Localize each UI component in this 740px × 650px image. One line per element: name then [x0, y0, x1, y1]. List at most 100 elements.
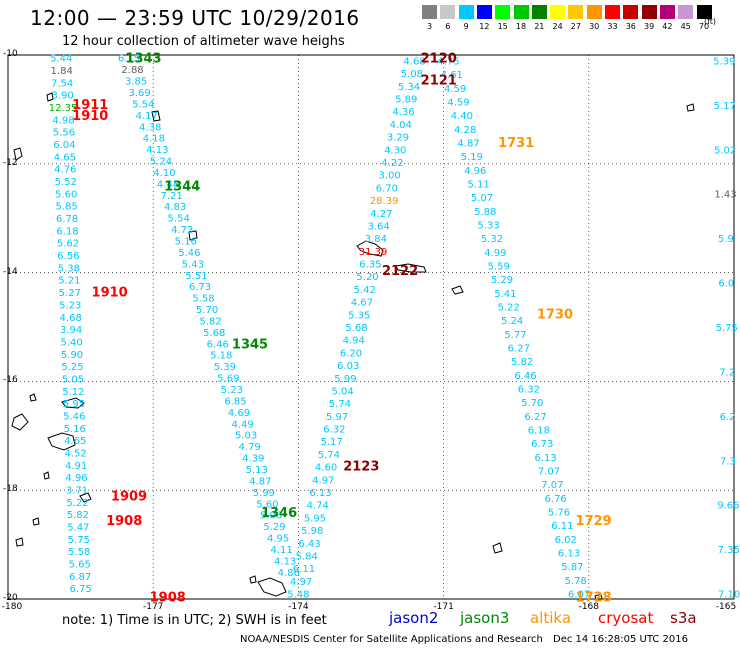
pass-time-label: 1911 [72, 98, 108, 113]
legend-label: 9 [463, 22, 469, 31]
swh-value: 5.43 [182, 259, 204, 270]
legend-swatch [422, 5, 437, 19]
swh-value: 3.69 [129, 88, 151, 99]
x-tick-label: -180 [1, 602, 23, 612]
swh-value: 5.82 [511, 357, 533, 368]
island-outline-k [594, 593, 603, 600]
satellite-label-s3a: s3a [670, 609, 697, 627]
legend-swatch [696, 5, 712, 19]
swh-value: 5.13 [246, 465, 268, 476]
swh-value: 6.46 [514, 371, 536, 382]
swh-value: 4.96 [464, 166, 486, 177]
swh-value: 6.85 [224, 396, 246, 407]
swh-value: 5.54 [168, 214, 190, 225]
swh-value: 4.61 [441, 70, 463, 81]
x-tick-label: -174 [288, 602, 309, 612]
lau-island-outline [257, 577, 287, 597]
swh-value: 5.12 [62, 387, 84, 398]
swh-value: 5.33 [478, 220, 500, 231]
swh-value: 4.65 [54, 152, 76, 163]
swh-value: 5.82 [200, 316, 222, 327]
legend-swatch [531, 5, 547, 19]
swh-value: 5.88 [474, 207, 496, 218]
swh-value: 6.02 [555, 535, 577, 546]
swh-value: 4.36 [392, 107, 414, 118]
footnote: note: 1) Time is in UTC; 2) SWH is in fe… [62, 613, 327, 628]
reef-outline-2 [13, 147, 23, 161]
swh-value: 7.10 [718, 590, 740, 601]
swh-value: 4.04 [390, 120, 412, 131]
swh-value: 5.68 [345, 323, 367, 334]
swh-value: 5.70 [196, 305, 218, 316]
reef-outline-1 [11, 413, 29, 431]
swh-value: 4.69 [228, 408, 250, 419]
swh-value: 6.27 [524, 412, 546, 423]
swh-value: 5.84 [296, 551, 318, 562]
swh-value: 6.73 [189, 282, 211, 293]
satellite-label-jason2: jason2 [389, 609, 439, 627]
swh-value: 3.71 [66, 485, 88, 496]
swh-value: 7.07 [538, 467, 560, 478]
swh-value: 5.70 [521, 398, 543, 409]
swh-value: 7.35 [718, 545, 740, 556]
swh-value: 1.84 [51, 66, 73, 77]
pass-time-label: 2121 [421, 73, 457, 88]
swh-value: 6.87 [69, 572, 91, 583]
swh-value: 4.48 [157, 179, 179, 190]
swh-value: 7.07 [541, 480, 563, 491]
swh-value: 6.32 [323, 425, 345, 436]
pass-time-label: 1730 [537, 307, 573, 322]
swh-value: 4.22 [381, 158, 403, 169]
swh-value: 5.02 [714, 145, 736, 156]
swh-value: 6.18 [56, 226, 78, 237]
swh-value: 5.77 [504, 330, 526, 341]
swh-value: 4.86 [278, 568, 300, 579]
swh-value: 3.94 [60, 325, 82, 336]
swh-value: 4.94 [343, 336, 365, 347]
swh-value: 4.73 [171, 225, 193, 236]
pass-time-label: 2122 [382, 264, 418, 279]
swh-value: 4.75 [437, 56, 459, 67]
legend-label: 27 [570, 22, 581, 31]
pass-time-label: 1731 [498, 136, 534, 151]
swh-value: 31.39 [359, 247, 388, 258]
swh-value: 5.39 [713, 56, 735, 67]
pass-time-label: 1910 [92, 286, 128, 301]
swh-value: 5.98 [301, 526, 323, 537]
swh-value: 5.20 [356, 272, 378, 283]
legend-swatch [568, 5, 584, 19]
swh-value: 3.85 [125, 77, 147, 88]
swh-value: 5.82 [67, 510, 89, 521]
swh-value: 5.22 [66, 498, 88, 509]
pass-time-label: 1343 [125, 52, 161, 67]
legend-swatch [641, 5, 657, 19]
swh-value: 5.44 [50, 54, 72, 65]
map-subtitle: 12 hour collection of altimeter wave hei… [62, 34, 345, 49]
swh-value: 6.78 [56, 214, 78, 225]
swh-value: 7.54 [51, 78, 73, 89]
swh-value: 4.60 [315, 463, 337, 474]
swh-value: 5.78 [565, 576, 587, 587]
swh-value: 4.79 [239, 442, 261, 453]
swh-value: 4.87 [457, 138, 479, 149]
swh-value: 6.73 [531, 439, 553, 450]
x-tick-label: -165 [715, 602, 737, 612]
swh-value: 5.38 [58, 263, 80, 274]
swh-value: 5.68 [203, 328, 225, 339]
legend-label: 30 [589, 22, 600, 31]
swh-value: 6.13 [309, 488, 331, 499]
legend-swatch [605, 5, 620, 19]
swh-value: 6.27 [508, 344, 530, 355]
swh-value: 5.34 [398, 82, 420, 93]
swh-value: 5.42 [354, 285, 376, 296]
swh-value: 7.21 [160, 191, 182, 202]
swh-value: 5.54 [132, 99, 154, 110]
island-outline-e [492, 542, 503, 554]
swh-value: 5.75 [68, 535, 90, 546]
timestamp-text: Dec 14 16:28:05 UTC 2016 [553, 634, 688, 645]
legend-label: 36 [625, 22, 636, 31]
swh-value: 5.60 [256, 499, 278, 510]
swh-value: 4.97 [312, 475, 334, 486]
swh-value: 3.00 [379, 171, 401, 182]
swh-value: 6.18 [528, 426, 550, 437]
